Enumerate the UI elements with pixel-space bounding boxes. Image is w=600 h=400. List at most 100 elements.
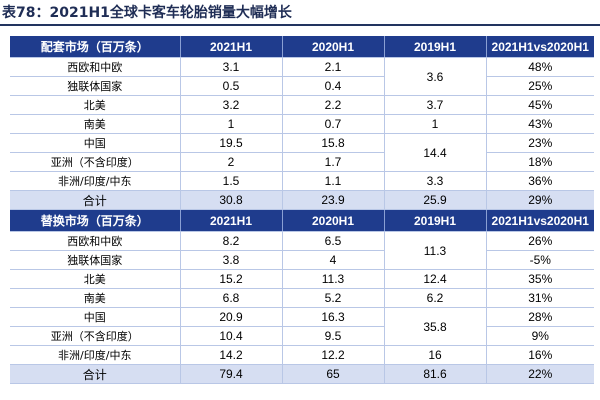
column-header: 2020H1 (282, 36, 385, 58)
total-cell: 65 (282, 364, 385, 384)
region-cell: 南美 (10, 114, 181, 134)
column-header: 2021H1vs2020H1 (486, 209, 594, 232)
value-cell: 2.1 (282, 57, 385, 77)
value-cell: 9% (486, 326, 594, 346)
value-cell: 1.1 (282, 171, 385, 191)
value-cell: 14.4 (384, 133, 487, 172)
value-cell: 8.2 (180, 231, 283, 251)
column-header: 2021H1 (180, 36, 283, 58)
value-cell: 0.7 (282, 114, 385, 134)
value-cell: 1 (384, 114, 487, 134)
table-row: 亚洲（不含印度） 2 1.7 18% (10, 152, 594, 172)
total-cell: 30.8 (180, 190, 283, 210)
tire-sales-table: 配套市场（百万条） 2021H1 2020H1 2019H1 2021H1vs2… (10, 36, 594, 384)
section-header-row: 替换市场（百万条） 2021H1 2020H1 2019H1 2021H1vs2… (10, 209, 594, 232)
value-cell: 36% (486, 171, 594, 191)
value-cell: 3.2 (180, 95, 283, 115)
table-row: 北美 3.2 2.2 3.7 45% (10, 95, 594, 115)
region-cell: 非洲/印度/中东 (10, 345, 181, 365)
total-cell: 25.9 (384, 190, 487, 210)
region-cell: 西欧和中欧 (10, 231, 181, 251)
value-cell: 28% (486, 307, 594, 327)
total-label: 合计 (10, 190, 181, 210)
section-header: 替换市场（百万条） (10, 209, 181, 232)
table-row: 独联体国家 0.5 0.4 25% (10, 76, 594, 96)
value-cell: 14.2 (180, 345, 283, 365)
table-title: 表78：2021H1全球卡客车轮胎销量大幅增长 (0, 0, 600, 26)
table-row: 西欧和中欧 8.2 6.5 11.3 26% (10, 231, 594, 270)
value-cell: 31% (486, 288, 594, 308)
value-cell: 6.8 (180, 288, 283, 308)
table-row: 中国 19.5 15.8 14.4 23% (10, 133, 594, 172)
total-row: 合计 79.4 65 81.6 22% (10, 364, 594, 384)
value-cell: 15.2 (180, 269, 283, 289)
table-row: 非洲/印度/中东 1.5 1.1 3.3 36% (10, 171, 594, 191)
value-cell: 15.8 (282, 133, 385, 153)
value-cell: 0.5 (180, 76, 283, 96)
table-row: 南美 1 0.7 1 43% (10, 114, 594, 134)
value-cell: 45% (486, 95, 594, 115)
value-cell: 2.2 (282, 95, 385, 115)
value-cell: 3.3 (384, 171, 487, 191)
column-header: 2019H1 (384, 209, 487, 232)
value-cell: 6.5 (282, 231, 385, 251)
region-cell: 非洲/印度/中东 (10, 171, 181, 191)
value-cell: 23% (486, 133, 594, 153)
total-cell: 23.9 (282, 190, 385, 210)
region-cell: 北美 (10, 269, 181, 289)
region-cell: 中国 (10, 133, 181, 153)
value-cell: 20.9 (180, 307, 283, 327)
section-header-row: 配套市场（百万条） 2021H1 2020H1 2019H1 2021H1vs2… (10, 36, 594, 58)
value-cell: 4 (282, 250, 385, 270)
value-cell: 12.4 (384, 269, 487, 289)
value-cell: 3.7 (384, 95, 487, 115)
total-label: 合计 (10, 364, 181, 384)
column-header: 2019H1 (384, 36, 487, 58)
value-cell: 5.2 (282, 288, 385, 308)
value-cell: 0.4 (282, 76, 385, 96)
region-cell: 中国 (10, 307, 181, 327)
region-cell: 独联体国家 (10, 250, 181, 270)
table-row: 中国 20.9 16.3 35.8 28% (10, 307, 594, 346)
value-cell: 10.4 (180, 326, 283, 346)
value-cell: 2 (180, 152, 283, 172)
value-cell: 3.8 (180, 250, 283, 270)
value-cell: 35.8 (384, 307, 487, 346)
value-cell: -5% (486, 250, 594, 270)
value-cell: 43% (486, 114, 594, 134)
table-row: 非洲/印度/中东 14.2 12.2 16 16% (10, 345, 594, 365)
total-cell: 29% (486, 190, 594, 210)
value-cell: 35% (486, 269, 594, 289)
section-header: 配套市场（百万条） (10, 36, 181, 58)
column-header: 2021H1 (180, 209, 283, 232)
table-row: 北美 15.2 11.3 12.4 35% (10, 269, 594, 289)
value-cell: 16 (384, 345, 487, 365)
value-cell: 12.2 (282, 345, 385, 365)
value-cell: 19.5 (180, 133, 283, 153)
region-cell: 亚洲（不含印度） (10, 326, 181, 346)
region-cell: 独联体国家 (10, 76, 181, 96)
table-row: 亚洲（不含印度） 10.4 9.5 9% (10, 326, 594, 346)
region-cell: 西欧和中欧 (10, 57, 181, 77)
table-row: 独联体国家 3.8 4 -5% (10, 250, 594, 270)
value-cell: 1.5 (180, 171, 283, 191)
value-cell: 3.6 (384, 57, 487, 96)
value-cell: 11.3 (384, 231, 487, 270)
value-cell: 9.5 (282, 326, 385, 346)
value-cell: 6.2 (384, 288, 487, 308)
value-cell: 16% (486, 345, 594, 365)
table-row: 南美 6.8 5.2 6.2 31% (10, 288, 594, 308)
column-header: 2020H1 (282, 209, 385, 232)
value-cell: 26% (486, 231, 594, 251)
value-cell: 25% (486, 76, 594, 96)
region-cell: 北美 (10, 95, 181, 115)
value-cell: 16.3 (282, 307, 385, 327)
region-cell: 亚洲（不含印度） (10, 152, 181, 172)
table-row: 西欧和中欧 3.1 2.1 3.6 48% (10, 57, 594, 96)
value-cell: 48% (486, 57, 594, 77)
total-cell: 22% (486, 364, 594, 384)
value-cell: 11.3 (282, 269, 385, 289)
region-cell: 南美 (10, 288, 181, 308)
total-row: 合计 30.8 23.9 25.9 29% (10, 190, 594, 210)
value-cell: 1 (180, 114, 283, 134)
